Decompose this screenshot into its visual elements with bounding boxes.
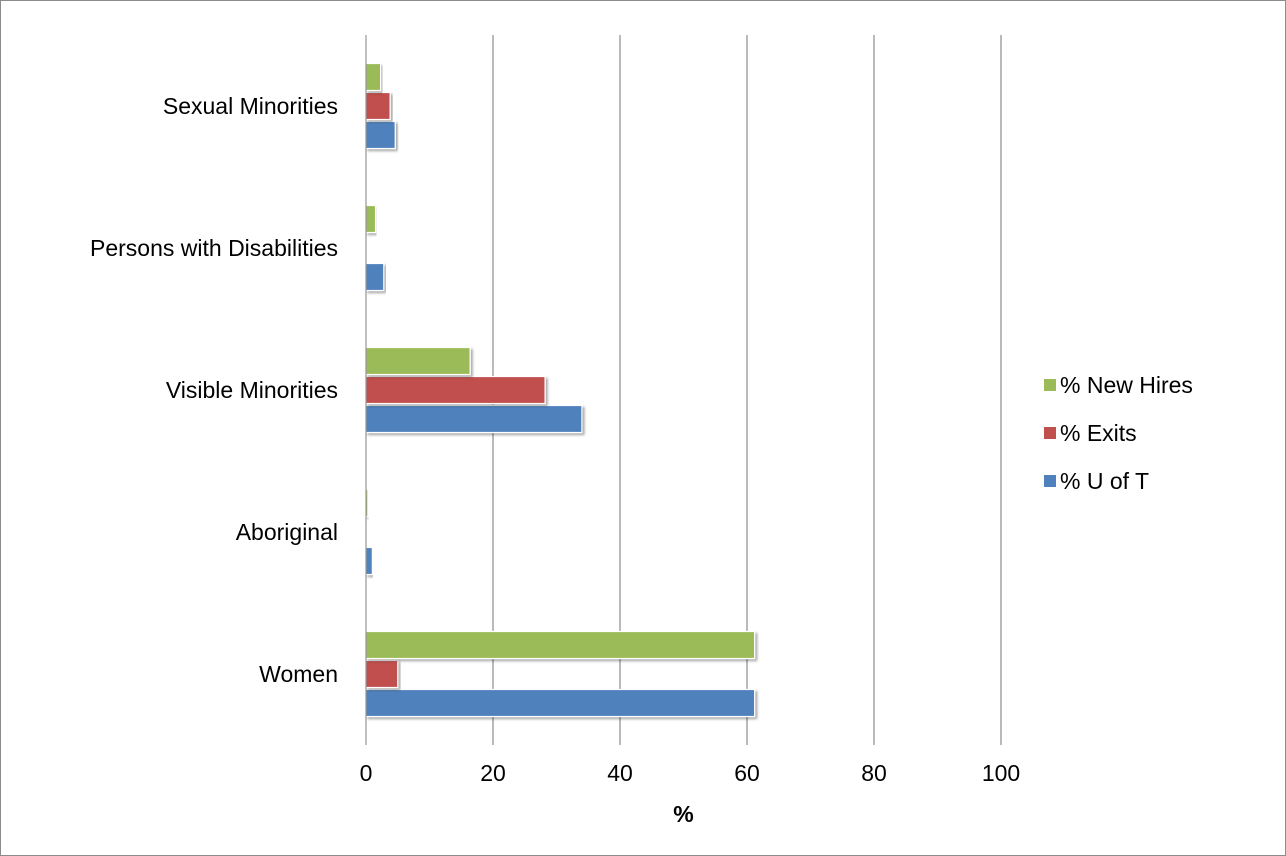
bar-aboriginal-u-of-t [365, 546, 373, 576]
gridlines [492, 35, 1002, 745]
legend-swatch-u-of-t [1044, 475, 1056, 487]
legend-swatch-exits [1044, 427, 1056, 439]
x-axis-title: % [673, 801, 693, 827]
category-label-visible-minorities: Visible Minorities [166, 377, 338, 403]
bar-visible-minorities-exits [365, 375, 546, 405]
legend-label-u-of-t: % U of T [1060, 468, 1149, 494]
bar-visible-minorities-u-of-t [365, 404, 583, 434]
legend-label-new-hires: % New Hires [1060, 372, 1193, 398]
x-axis-tick-labels: 0 20 40 60 80 100 [360, 760, 1021, 786]
bar-sexual-minorities-new-hires [365, 62, 382, 92]
bar-women-u-of-t [365, 688, 756, 718]
category-label-aboriginal: Aboriginal [236, 519, 338, 545]
x-tick-label-60: 60 [734, 760, 760, 786]
x-tick-label-0: 0 [360, 760, 373, 786]
legend: % New Hires % Exits % U of T [1044, 372, 1193, 494]
category-label-sexual-minorities: Sexual Minorities [163, 93, 338, 119]
bar-women-exits [365, 659, 399, 689]
legend-label-exits: % Exits [1060, 420, 1137, 446]
bar-sexual-minorities-u-of-t [365, 120, 396, 150]
x-tick-label-20: 20 [480, 760, 506, 786]
x-tick-label-100: 100 [982, 760, 1020, 786]
bar-sexual-minorities-exits [365, 91, 391, 121]
x-tick-label-40: 40 [607, 760, 633, 786]
bar-persons-with-disabilities-u-of-t [365, 262, 385, 292]
legend-swatch-new-hires [1044, 379, 1056, 391]
bar-visible-minorities-new-hires [365, 346, 471, 376]
x-tick-label-80: 80 [861, 760, 887, 786]
bar-women-new-hires [365, 630, 756, 660]
bar-persons-with-disabilities-new-hires [365, 204, 377, 234]
category-label-women: Women [259, 661, 338, 687]
category-label-persons-with-disabilities: Persons with Disabilities [90, 235, 338, 261]
category-labels: Women Aboriginal Visible Minorities Persons… [90, 93, 338, 687]
